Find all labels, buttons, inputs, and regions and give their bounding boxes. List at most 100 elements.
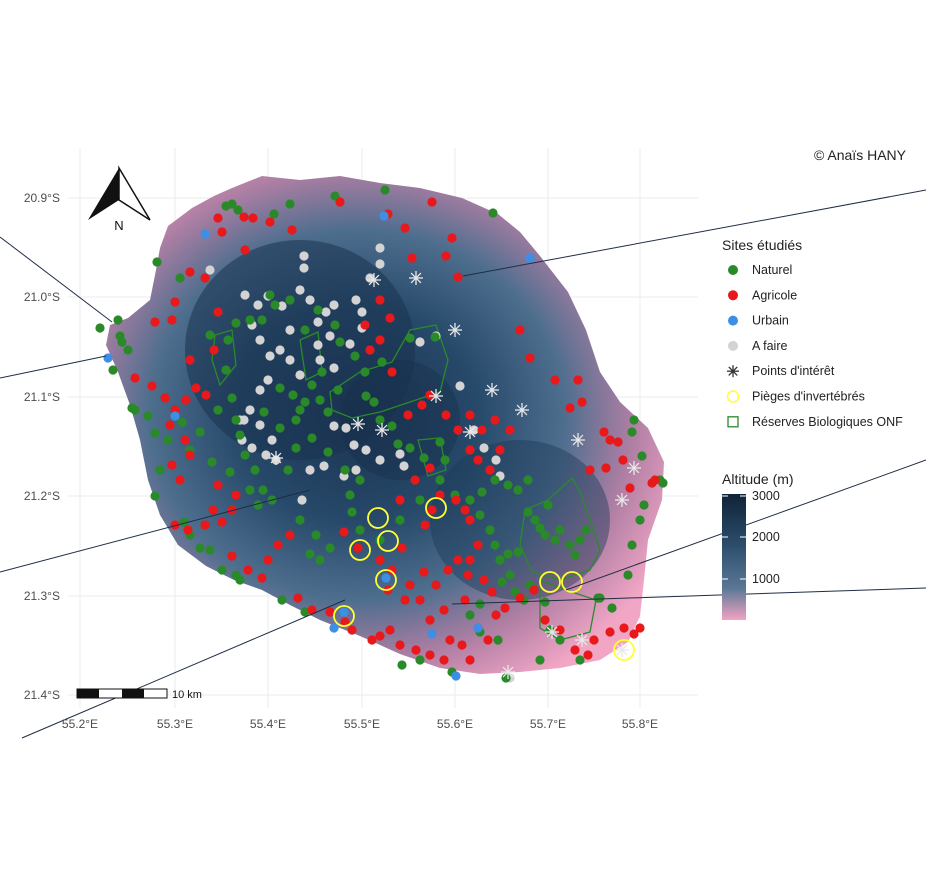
legend-item: Agricole [728,288,797,302]
naturel-site-dot [380,185,390,195]
naturel-site-dot [595,593,605,603]
agricole-site-dot [273,540,283,550]
agricole-site-dot [231,490,241,500]
legend-swatch [728,290,738,301]
agricole-site-dot [490,415,500,425]
agricole-site-dot [647,478,657,488]
x-tick: 55.2°E [62,717,98,731]
ring-icon [726,390,740,403]
naturel-site-dot [175,273,185,283]
agricole-site-dot [479,575,489,585]
naturel-site-dot [221,365,231,375]
agricole-site-dot [239,212,249,222]
invertebrate-trap-ring [561,571,583,593]
y-tick: 21.1°S [24,390,60,404]
agricole-site-dot [431,580,441,590]
agricole-site-dot [483,635,493,645]
agricole-site-dot [200,273,210,283]
naturel-site-dot [275,383,285,393]
urbain-site-dot [379,211,389,221]
a-faire-site-dot [395,449,405,459]
naturel-site-dot [340,465,350,475]
agricole-site-dot [425,615,435,625]
agricole-site-dot [170,297,180,307]
agricole-site-dot [257,573,267,583]
agricole-site-dot [183,525,193,535]
a-faire-site-dot [240,290,250,300]
a-faire-site-dot [295,370,305,380]
naturel-site-dot [543,500,553,510]
naturel-site-dot [375,415,385,425]
north-arrow-icon: N [88,165,151,233]
agricole-site-dot [403,410,413,420]
x-axis: 55.2°E 55.3°E 55.4°E 55.5°E 55.6°E 55.7°… [62,717,658,731]
naturel-site-dot [493,635,503,645]
naturel-site-dot [375,535,385,545]
agricole-site-dot [167,315,177,325]
a-faire-site-dot [267,435,277,445]
agricole-site-dot [453,425,463,435]
naturel-site-dot [465,495,475,505]
a-faire-site-dot [479,443,489,453]
a-faire-site-dot [265,351,275,361]
altitude-legend-title: Altitude (m) [722,471,794,487]
x-tick: 55.5°E [344,717,380,731]
invertebrate-trap-ring [349,539,371,561]
agricole-site-dot [417,400,427,410]
agricole-site-dot [353,543,363,553]
agricole-site-dot [400,223,410,233]
agricole-site-dot [491,610,501,620]
agricole-site-dot [410,475,420,485]
scale-bar-label: 10 km [172,689,202,701]
a-faire-site-dot [329,363,339,373]
urbain-site-dot [473,623,483,633]
a-faire-site-dot [319,461,329,471]
agricole-site-dot [200,520,210,530]
agricole-site-dot [385,313,395,323]
agricole-site-dot [335,197,345,207]
agricole-site-dot [441,251,451,261]
a-faire-site-dot [375,455,385,465]
agricole-site-dot [209,345,219,355]
point-of-interest-icon [571,433,585,447]
naturel-site-dot [307,380,317,390]
x-tick: 55.3°E [157,717,193,731]
a-faire-site-dot [263,375,273,385]
agricole-site-dot [525,353,535,363]
naturel-site-dot [435,475,445,485]
agricole-site-dot [180,435,190,445]
legend-swatch [728,315,738,326]
naturel-site-dot [581,525,591,535]
agricole-site-dot [515,593,525,603]
naturel-site-dot [307,433,317,443]
agricole-site-dot [447,233,457,243]
legend-label: Agricole [752,288,797,302]
a-faire-site-dot [205,265,215,275]
naturel-site-dot [313,305,323,315]
agricole-site-dot [465,555,475,565]
agricole-site-dot [573,375,583,385]
agricole-site-dot [453,272,463,282]
agricole-site-dot [265,217,275,227]
agricole-site-dot [585,465,595,475]
invertebrate-traps [333,497,635,661]
naturel-site-dot [430,332,440,342]
urbain-site-dot [103,353,113,363]
altitude-tick: 1000 [752,572,780,586]
agricole-site-dot [263,555,273,565]
a-faire-site-dot [455,381,465,391]
naturel-site-dot [350,351,360,361]
agricole-site-dot [217,517,227,527]
legend-item: A faire [728,339,787,353]
naturel-site-dot [565,540,575,550]
a-faire-site-dot [345,339,355,349]
agricole-site-dot [397,543,407,553]
a-faire-site-dot [399,461,409,471]
naturel-site-dot [257,315,267,325]
naturel-site-dot [395,515,405,525]
y-tick: 21.4°S [24,688,60,702]
legend-swatch [728,340,738,351]
naturel-site-dot [330,320,340,330]
naturel-site-dot [258,485,268,495]
